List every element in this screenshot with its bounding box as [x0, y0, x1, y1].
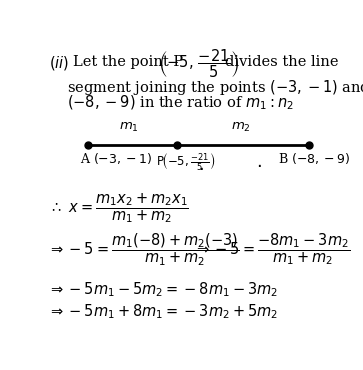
Text: $\Rightarrow -5 = \dfrac{m_1(-8) + m_2(-3)}{m_1 + m_2}$: $\Rightarrow -5 = \dfrac{m_1(-8) + m_2(-…	[48, 232, 239, 268]
Text: segment joining the points $(-3, -1)$ and: segment joining the points $(-3, -1)$ an…	[67, 78, 363, 97]
Text: $\therefore\ x = \dfrac{m_1 x_2 + m_2 x_1}{m_1 + m_2}$: $\therefore\ x = \dfrac{m_1 x_2 + m_2 x_…	[49, 191, 189, 225]
Text: A $(-3, -1)$: A $(-3, -1)$	[80, 151, 152, 166]
Text: B $(-8, -9)$: B $(-8, -9)$	[278, 151, 350, 166]
Text: $.$: $.$	[197, 156, 203, 174]
Text: $\Rightarrow -5m_1 - 5m_2 = -8m_1 - 3m_2$: $\Rightarrow -5m_1 - 5m_2 = -8m_1 - 3m_2…	[48, 281, 278, 299]
Text: $m_2$: $m_2$	[231, 121, 250, 134]
Text: $(-8, -9)$ in the ratio of $m_1 : n_2$: $(-8, -9)$ in the ratio of $m_1 : n_2$	[67, 94, 294, 112]
Text: $m_1$: $m_1$	[119, 121, 139, 134]
Text: $\cdot$: $\cdot$	[256, 156, 261, 174]
Text: $(ii)$: $(ii)$	[49, 54, 69, 72]
Text: $\Rightarrow -5m_1 + 8m_1 = -3m_2 + 5m_2$: $\Rightarrow -5m_1 + 8m_1 = -3m_2 + 5m_2…	[48, 302, 278, 321]
Text: $\Rightarrow -5 = \dfrac{-8m_1 - 3m_2}{m_1 + m_2}$: $\Rightarrow -5 = \dfrac{-8m_1 - 3m_2}{m…	[194, 232, 351, 268]
Text: P$\!\left(-5,\frac{-21}{5}\right)$: P$\!\left(-5,\frac{-21}{5}\right)$	[156, 151, 216, 172]
Text: $\!\left(-5,\,\dfrac{-21}{5}\right)$: $\!\left(-5,\,\dfrac{-21}{5}\right)$	[160, 47, 240, 80]
Text: Let the point P: Let the point P	[73, 55, 183, 69]
Text: divides the line: divides the line	[225, 55, 339, 69]
